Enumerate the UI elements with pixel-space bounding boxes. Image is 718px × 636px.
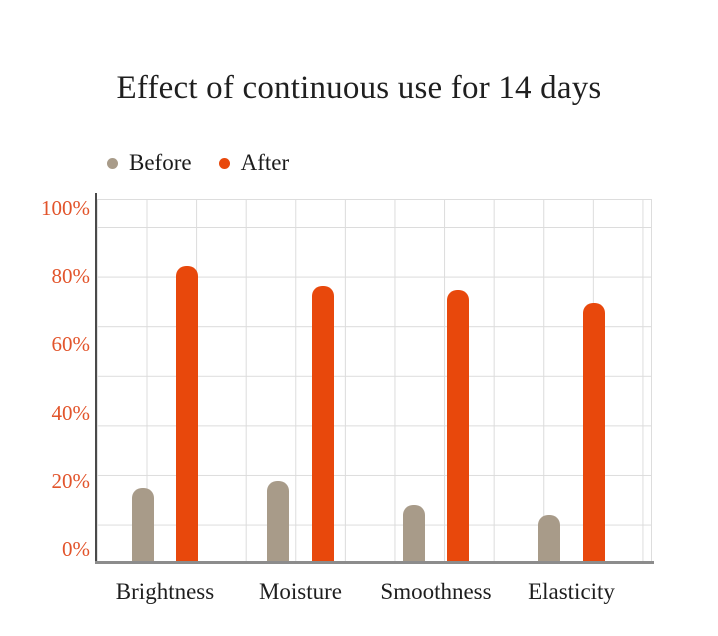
y-axis-line — [95, 193, 97, 561]
legend-label-after: After — [240, 150, 290, 175]
legend: Before After — [107, 151, 316, 175]
y-tick-label-0: 0% — [62, 537, 90, 561]
category-label-elasticity: Elasticity — [528, 579, 615, 604]
category-label-brightness: Brightness — [115, 579, 215, 604]
page-title: Effect of continuous use for 14 days — [116, 70, 602, 106]
bar-before-moisture — [267, 480, 290, 561]
category-label-smoothness: Smoothness — [380, 579, 492, 604]
bar-before-brightness — [131, 487, 154, 561]
category-label-moisture: Moisture — [258, 579, 343, 604]
bar-after-smoothness — [447, 289, 470, 561]
y-tick-label-20: 20% — [51, 469, 91, 493]
y-tick-label-60: 60% — [51, 332, 91, 356]
bar-after-moisture — [311, 286, 334, 561]
bar-before-elasticity — [538, 514, 561, 561]
bar-after-brightness — [176, 265, 199, 561]
y-tick-label-100: 100% — [41, 196, 90, 220]
legend-marker-after-icon — [218, 157, 230, 169]
legend-item-before: Before — [107, 151, 192, 175]
x-axis-line — [95, 561, 654, 564]
y-tick-label-40: 40% — [51, 401, 91, 425]
legend-marker-before-icon — [107, 157, 118, 169]
y-tick-label-80: 80% — [51, 264, 91, 288]
legend-label-before: Before — [129, 150, 192, 175]
bar-after-elasticity — [582, 303, 605, 561]
bar-before-smoothness — [402, 504, 425, 561]
legend-item-after: After — [218, 150, 290, 175]
